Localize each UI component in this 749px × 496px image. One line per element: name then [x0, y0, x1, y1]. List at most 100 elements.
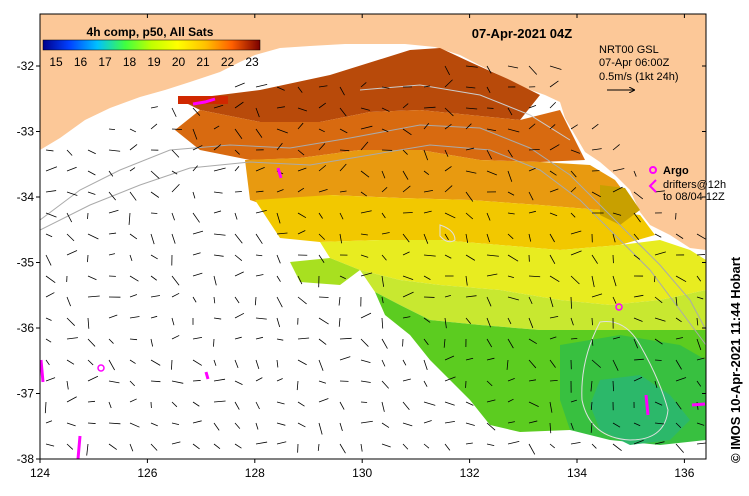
current-vector: [108, 253, 116, 256]
current-vector: [192, 145, 203, 151]
current-vector: [591, 191, 601, 198]
current-vector: [276, 232, 288, 235]
current-vector: [255, 274, 264, 277]
current-vector: [465, 422, 475, 426]
current-vector: [318, 254, 325, 263]
colorbar-tick-label: 22: [221, 55, 235, 69]
current-vector: [45, 275, 56, 284]
current-vector: [297, 275, 303, 285]
current-vector: [108, 359, 115, 371]
current-vector: [213, 378, 226, 382]
current-vector: [234, 149, 240, 155]
current-vector: [318, 233, 326, 240]
current-vector: [696, 275, 702, 282]
current-vector: [213, 359, 217, 366]
current-vector: [234, 336, 242, 340]
current-vector: [507, 398, 514, 403]
current-vector: [549, 144, 560, 151]
current-vector: [276, 422, 286, 426]
current-vector: [486, 296, 492, 307]
current-vector: [675, 296, 678, 306]
current-vector: [45, 233, 53, 238]
current-vector: [423, 317, 431, 323]
current-vector: [171, 128, 183, 130]
current-vector: [318, 296, 329, 298]
current-vector: [402, 170, 409, 180]
current-vector: [255, 190, 264, 193]
current-vector: [465, 357, 474, 361]
current-vector: [654, 251, 666, 256]
colorbar-tick-label: 15: [49, 55, 63, 69]
current-vector: [129, 443, 134, 452]
current-vector: [590, 401, 593, 410]
current-vector: [150, 443, 158, 451]
current-vector: [654, 441, 665, 445]
current-vector: [318, 102, 326, 109]
current-vector: [66, 380, 69, 390]
current-vector: [612, 296, 617, 304]
current-vector: [150, 212, 158, 214]
current-vector: [171, 401, 178, 408]
current-vector: [402, 212, 413, 214]
current-vector: [423, 420, 432, 424]
current-vector: [129, 380, 136, 387]
current-vector: [549, 170, 557, 176]
current-vector: [192, 212, 200, 223]
current-vector: [486, 273, 498, 277]
current-vector: [150, 359, 161, 366]
current-vector: [444, 65, 450, 76]
current-vector: [213, 210, 222, 214]
current-vector: [549, 296, 554, 308]
current-vector: [108, 191, 116, 201]
current-vector: [612, 422, 621, 428]
current-vector: [486, 254, 499, 257]
current-vector: [528, 105, 537, 109]
current-vector: [381, 170, 386, 179]
current-vector: [66, 317, 76, 326]
current-vector: [108, 443, 117, 450]
current-vector: [213, 233, 226, 236]
current-vector: [297, 212, 307, 219]
current-vector: [66, 337, 78, 340]
current-vector: [402, 291, 414, 298]
current-vector: [443, 338, 446, 348]
current-vector: [129, 128, 137, 133]
current-vector: [423, 106, 436, 109]
current-vector: [87, 338, 96, 347]
argo-float-marker: [615, 303, 623, 311]
current-vector: [528, 420, 538, 424]
x-tick-label: 136: [674, 466, 694, 480]
colorbar-tick-label: 19: [147, 55, 161, 69]
current-vector: [696, 233, 706, 240]
y-axis: -32 -33 -34 -35 -36 -37 -38: [17, 59, 706, 466]
current-vector: [486, 86, 491, 94]
current-vector: [528, 359, 537, 369]
current-vector: [255, 401, 260, 410]
current-vector: [192, 252, 201, 256]
current-vector: [486, 422, 496, 431]
current-vector: [276, 106, 285, 109]
current-vector: [507, 254, 519, 262]
current-vector: [150, 380, 161, 383]
current-vector: [654, 422, 665, 425]
drifter-tracks: [40, 97, 706, 459]
current-vector: [402, 103, 409, 109]
current-vector: [696, 296, 704, 300]
current-vector: [318, 212, 323, 219]
current-vector: [192, 191, 196, 199]
current-vector: [360, 420, 373, 424]
current-vector: [66, 212, 73, 223]
current-vector: [318, 398, 329, 403]
current-vector: [66, 396, 77, 403]
current-vector: [507, 212, 515, 215]
current-vector: [129, 254, 133, 261]
current-vector: [612, 233, 616, 243]
current-vector: [423, 338, 429, 346]
current-vector: [654, 338, 663, 345]
current-vector: [192, 165, 198, 172]
current-vector: [87, 400, 96, 403]
current-vector: [276, 378, 283, 382]
current-vector: [675, 422, 682, 429]
current-vector: [528, 191, 534, 201]
y-tick-label: -36: [17, 321, 35, 335]
